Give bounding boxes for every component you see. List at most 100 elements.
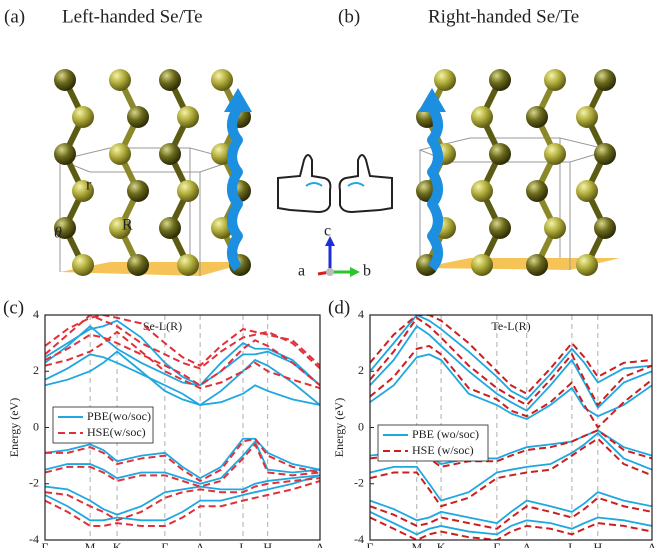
y-axis-label: Energy (eV) (332, 398, 346, 457)
atom (72, 106, 94, 128)
x-tick-label: H (594, 540, 603, 548)
atom (526, 180, 548, 202)
atom (471, 254, 493, 276)
panel-label: (b) (338, 6, 360, 27)
bond-label: R (122, 217, 133, 234)
axis-label: a (298, 263, 305, 280)
x-tick-label: M (411, 540, 422, 548)
atom (434, 69, 456, 91)
atom (159, 69, 181, 91)
atom (576, 106, 598, 128)
atom (489, 217, 511, 239)
x-tick-label: M (85, 540, 96, 548)
x-tick-label: Γ (367, 540, 374, 548)
x-tick-label: A (522, 540, 531, 548)
x-tick-label: L (568, 540, 575, 548)
chart-title: Te-L(R) (491, 319, 530, 333)
atom (594, 143, 616, 165)
angle-label: θ (54, 225, 62, 242)
band-line (370, 354, 652, 419)
y-tick-label: -2 (29, 476, 39, 490)
band-line (370, 326, 652, 410)
legend-label: HSE(w/soc) (87, 425, 146, 439)
atom (489, 143, 511, 165)
structures (54, 69, 620, 276)
y-tick-label: 2 (33, 363, 39, 377)
atom (544, 143, 566, 165)
y-tick-label: 0 (33, 419, 39, 433)
y-axis-label: Energy (eV) (7, 398, 21, 457)
hand-left (278, 155, 330, 212)
atom (211, 69, 233, 91)
x-tick-label: H (263, 540, 272, 548)
y-tick-label: -4 (29, 532, 39, 546)
atom (54, 143, 76, 165)
legend-label: PBE(wo/soc) (87, 409, 151, 423)
panel-title: Left-handed Se/Te (62, 6, 203, 27)
x-tick-label: A (648, 540, 657, 548)
y-tick-label: 0 (358, 419, 364, 433)
panel-label: (c) (3, 297, 24, 318)
legend-label: PBE (wo/soc) (412, 427, 479, 441)
axis-label: b (363, 263, 371, 280)
atom (54, 69, 76, 91)
atom (109, 69, 131, 91)
x-tick-label: Γ (161, 540, 168, 548)
bond-label: r (86, 177, 92, 194)
band-line (370, 346, 652, 428)
atom (526, 254, 548, 276)
band-chart: (d) Te-L(R) Energy (eV) Γ M K Γ A L H A -4 -2 0 2 4 PBE … (328, 297, 657, 548)
x-tick-label: L (239, 540, 246, 548)
helix-arrow (432, 108, 438, 268)
atom (177, 106, 199, 128)
atom (471, 180, 493, 202)
x-tick-label: A (196, 540, 205, 548)
x-tick-label: K (437, 540, 446, 548)
legend-label: HSE (w/soc) (412, 443, 474, 457)
atom (594, 69, 616, 91)
atom (544, 69, 566, 91)
axis-label: c (324, 223, 331, 240)
panel-label: (a) (4, 6, 25, 27)
y-tick-label: 2 (358, 363, 364, 377)
helix-arrow (232, 108, 238, 268)
band-line (45, 332, 320, 388)
y-tick-label: 4 (358, 307, 364, 321)
band-line (45, 315, 320, 368)
atom (72, 254, 94, 276)
atom (489, 69, 511, 91)
atom (576, 254, 598, 276)
atom (177, 254, 199, 276)
atom (594, 217, 616, 239)
x-tick-label: Γ (493, 540, 500, 548)
atom (109, 143, 131, 165)
atom (159, 143, 181, 165)
axis-triad: c a b (298, 223, 371, 280)
band-line (45, 354, 320, 405)
x-tick-label: A (316, 540, 325, 548)
y-tick-label: -4 (354, 532, 364, 546)
atom (127, 180, 149, 202)
x-tick-label: K (113, 540, 122, 548)
atom (127, 106, 149, 128)
panel-label: (d) (328, 297, 350, 318)
atom (544, 217, 566, 239)
band-line (45, 442, 320, 484)
atom (159, 217, 181, 239)
x-tick-label: Γ (42, 540, 49, 548)
band-line (45, 315, 320, 366)
y-tick-label: 4 (33, 307, 39, 321)
figure: (a) Left-handed Se/Te (b) Right-handed S… (0, 0, 664, 548)
atom (471, 106, 493, 128)
atom (576, 180, 598, 202)
hand-right (340, 155, 392, 212)
y-tick-label: -2 (354, 476, 364, 490)
atom (127, 254, 149, 276)
band-line (45, 352, 320, 405)
panel-title: Right-handed Se/Te (428, 6, 579, 27)
band-line (45, 439, 320, 478)
atom (526, 106, 548, 128)
atom (177, 180, 199, 202)
band-line (370, 518, 652, 541)
